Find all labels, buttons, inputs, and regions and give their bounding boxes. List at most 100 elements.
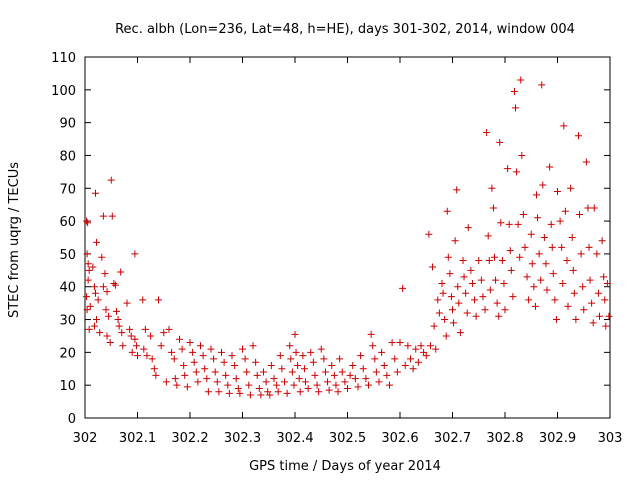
data-point — [225, 389, 233, 397]
data-point — [568, 234, 576, 241]
data-point — [210, 355, 218, 363]
data-point — [351, 375, 359, 383]
data-point — [234, 384, 242, 392]
data-point — [84, 219, 92, 227]
y-tick-label: 110 — [51, 51, 76, 66]
data-point — [375, 378, 383, 386]
data-point — [564, 302, 572, 310]
data-point — [468, 279, 476, 287]
data-point — [534, 214, 542, 222]
data-point — [207, 345, 215, 353]
data-point — [86, 302, 94, 310]
data-point — [484, 232, 492, 240]
data-point — [383, 371, 391, 379]
data-point — [296, 388, 304, 396]
data-point — [173, 381, 181, 389]
data-point — [543, 286, 551, 294]
data-point — [99, 212, 107, 220]
data-point — [432, 345, 440, 353]
data-point — [449, 306, 456, 314]
data-point — [199, 352, 207, 360]
data-point — [407, 355, 414, 363]
data-point — [563, 256, 571, 264]
data-point — [551, 296, 559, 304]
data-point — [367, 330, 375, 338]
data-point — [517, 76, 525, 84]
data-point — [128, 348, 136, 356]
data-point — [505, 220, 513, 228]
data-point — [317, 345, 325, 353]
data-point — [509, 293, 517, 301]
data-point — [344, 384, 351, 392]
data-point — [576, 211, 584, 219]
data-point — [123, 299, 131, 307]
data-point — [253, 371, 261, 379]
data-point — [412, 345, 420, 353]
data-point — [102, 306, 110, 314]
data-point — [192, 368, 200, 376]
data-point — [338, 368, 346, 376]
data-point — [380, 361, 388, 369]
data-point — [131, 250, 139, 258]
data-point — [309, 358, 317, 366]
data-point — [267, 361, 275, 369]
data-point — [134, 352, 141, 360]
data-point — [561, 207, 569, 215]
data-point — [249, 342, 257, 350]
data-point — [463, 309, 471, 317]
y-axis-label: STEC from uqrg / TECUs — [7, 162, 22, 318]
data-point — [201, 365, 209, 373]
data-point — [92, 289, 99, 297]
data-point — [96, 329, 104, 337]
data-point — [320, 355, 328, 363]
data-point — [531, 302, 539, 310]
data-point — [241, 355, 249, 363]
data-point — [590, 204, 598, 212]
data-point — [89, 263, 97, 271]
data-point — [528, 260, 536, 268]
data-point — [516, 253, 524, 261]
data-point — [527, 230, 535, 238]
data-point — [378, 348, 386, 356]
data-point — [584, 204, 592, 212]
y-tick-label: 40 — [59, 281, 76, 296]
data-point — [372, 368, 380, 376]
data-point — [90, 283, 98, 291]
data-point — [103, 288, 111, 296]
data-point — [519, 211, 527, 219]
data-point — [324, 378, 332, 386]
data-point — [567, 184, 575, 192]
data-point — [537, 276, 545, 284]
data-point — [93, 316, 101, 324]
data-point — [554, 188, 561, 196]
data-point — [83, 217, 91, 225]
data-point — [518, 151, 526, 159]
data-point — [570, 289, 578, 297]
y-tick-label: 0 — [68, 412, 76, 427]
data-point — [507, 266, 515, 274]
data-point — [533, 191, 540, 199]
data-point — [506, 247, 514, 255]
data-point — [346, 371, 354, 379]
data-point — [260, 368, 267, 376]
chart-title: Rec. albh (Lon=236, Lat=48, h=HE), days … — [115, 22, 575, 37]
data-point — [538, 81, 546, 89]
data-point — [369, 342, 377, 350]
data-point — [252, 358, 260, 366]
data-point — [371, 355, 379, 363]
data-point — [512, 104, 519, 112]
data-point — [189, 348, 197, 356]
data-point — [362, 375, 370, 383]
data-point — [479, 293, 487, 301]
data-point — [409, 365, 417, 373]
data-point — [391, 355, 399, 363]
data-point — [295, 375, 303, 383]
x-tick-label: 302 — [73, 431, 98, 446]
data-point — [302, 378, 309, 386]
data-point — [131, 335, 139, 343]
data-point — [278, 365, 286, 373]
data-point — [359, 365, 367, 373]
data-point — [83, 293, 91, 301]
data-point — [110, 279, 118, 287]
x-tick-label: 302.4 — [276, 431, 313, 446]
